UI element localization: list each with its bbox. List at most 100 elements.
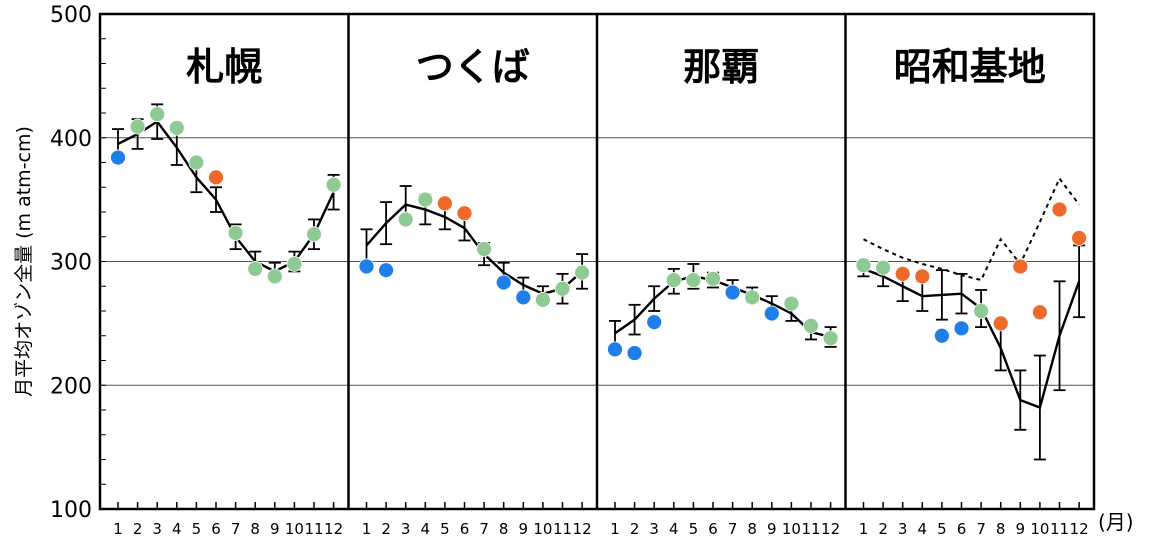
x-tick-label: 10 bbox=[285, 520, 304, 538]
y-tick-label: 400 bbox=[50, 127, 92, 152]
x-tick-label: 2 bbox=[630, 520, 640, 538]
x-tick-label: 6 bbox=[460, 520, 470, 538]
x-tick-label: 2 bbox=[878, 520, 888, 538]
data-point-low bbox=[358, 258, 375, 275]
data-point-high bbox=[1012, 258, 1029, 275]
x-tick-label: 6 bbox=[211, 520, 221, 538]
data-point-normal bbox=[875, 259, 891, 276]
x-tick-label: 4 bbox=[918, 520, 928, 538]
mean-series-line bbox=[614, 275, 831, 339]
data-point-high bbox=[208, 169, 224, 186]
x-tick-label: 4 bbox=[172, 520, 182, 538]
data-point-normal bbox=[665, 272, 682, 288]
x-tick-label: 5 bbox=[440, 520, 450, 538]
x-tick-label: 10 bbox=[1030, 520, 1049, 538]
x-tick-label: 7 bbox=[231, 520, 241, 538]
x-tick-label: 1 bbox=[362, 520, 372, 538]
x-tick-label: 11 bbox=[801, 520, 820, 538]
x-tick-label: 1 bbox=[859, 520, 869, 538]
data-point-low bbox=[934, 327, 950, 344]
data-point-low bbox=[515, 289, 532, 306]
x-tick-label: 5 bbox=[192, 520, 202, 538]
x-tick-label: 9 bbox=[767, 520, 777, 538]
x-tick-label: 5 bbox=[689, 520, 699, 538]
data-point-normal bbox=[685, 272, 702, 288]
y-tick-label: 300 bbox=[50, 251, 92, 276]
error-bars bbox=[112, 103, 1086, 461]
x-tick-label: 11 bbox=[1050, 520, 1069, 538]
data-point-normal bbox=[168, 119, 185, 136]
x-tick-label: 4 bbox=[669, 520, 679, 538]
data-point-normal bbox=[803, 317, 819, 334]
x-tick-label: 10 bbox=[533, 520, 552, 538]
data-point-normal bbox=[188, 154, 205, 171]
data-point-high bbox=[894, 265, 911, 282]
data-point-normal bbox=[574, 264, 590, 281]
data-point-normal bbox=[286, 256, 303, 272]
mean-series-line bbox=[863, 267, 1081, 410]
x-tick-label: 8 bbox=[996, 520, 1006, 538]
data-point-low bbox=[763, 305, 780, 322]
x-tick-label: 9 bbox=[1016, 520, 1026, 538]
data-point-low bbox=[110, 149, 126, 166]
data-point-normal bbox=[476, 241, 493, 258]
data-point-normal bbox=[855, 257, 872, 274]
x-tick-label: 8 bbox=[250, 520, 260, 538]
x-tick-label: 12 bbox=[324, 520, 343, 538]
x-tick-label: 11 bbox=[304, 520, 323, 538]
x-tick-label: 4 bbox=[421, 520, 431, 538]
data-point-high bbox=[456, 205, 473, 222]
data-point-high bbox=[1071, 230, 1087, 246]
data-point-low bbox=[607, 341, 623, 358]
y-tick-label: 200 bbox=[50, 374, 92, 399]
x-tick-label: 2 bbox=[381, 520, 391, 538]
data-point-normal bbox=[227, 225, 244, 241]
x-tick-label: 12 bbox=[573, 520, 592, 538]
data-point-normal bbox=[554, 280, 571, 297]
data-point-normal bbox=[129, 118, 146, 135]
data-point-high bbox=[1032, 304, 1048, 321]
x-tick-label: 12 bbox=[1070, 520, 1089, 538]
x-tick-label: 9 bbox=[270, 520, 280, 538]
x-tick-label: 8 bbox=[499, 520, 509, 538]
x-tick-label: 11 bbox=[553, 520, 572, 538]
panel-title: 昭和基地 bbox=[894, 45, 1046, 89]
x-tick-label: 6 bbox=[708, 520, 718, 538]
x-tick-label: 1 bbox=[610, 520, 620, 538]
y-tick-label: 500 bbox=[50, 3, 92, 28]
panel-title: 那覇 bbox=[683, 45, 759, 89]
mean-series-line bbox=[117, 120, 335, 273]
x-tick-label: 1 bbox=[113, 520, 123, 538]
data-point-low bbox=[378, 262, 395, 279]
data-point-low bbox=[626, 345, 643, 361]
x-tick-label: 9 bbox=[519, 520, 529, 538]
x-tick-label: 8 bbox=[747, 520, 757, 538]
dotted-series-line bbox=[863, 176, 1080, 282]
series-lines bbox=[117, 120, 1081, 410]
data-point-normal bbox=[247, 261, 264, 277]
data-point-normal bbox=[973, 303, 989, 319]
x-tick-label: 3 bbox=[152, 520, 162, 538]
data-point-normal bbox=[783, 295, 800, 312]
data-point-normal bbox=[149, 106, 166, 123]
x-tick-label: 7 bbox=[976, 520, 986, 538]
data-point-normal bbox=[397, 211, 414, 228]
data-points bbox=[110, 106, 1087, 361]
x-tick-label: 5 bbox=[937, 520, 947, 538]
x-tick-label: 10 bbox=[782, 520, 801, 538]
panel-title: つくば bbox=[416, 45, 530, 89]
x-tick-label: 7 bbox=[728, 520, 738, 538]
data-point-normal bbox=[266, 268, 283, 285]
data-point-low bbox=[646, 314, 663, 331]
data-point-low bbox=[495, 274, 512, 291]
x-tick-label: 3 bbox=[649, 520, 659, 538]
x-axis-unit: (月) bbox=[1098, 510, 1134, 534]
y-tick-label: 100 bbox=[50, 498, 92, 523]
data-point-low bbox=[953, 320, 970, 337]
data-point-normal bbox=[822, 330, 839, 347]
panel-title: 札幌 bbox=[186, 45, 262, 89]
x-tick-label: 3 bbox=[401, 520, 411, 538]
x-tick-label: 12 bbox=[821, 520, 840, 538]
data-point-normal bbox=[705, 270, 721, 287]
